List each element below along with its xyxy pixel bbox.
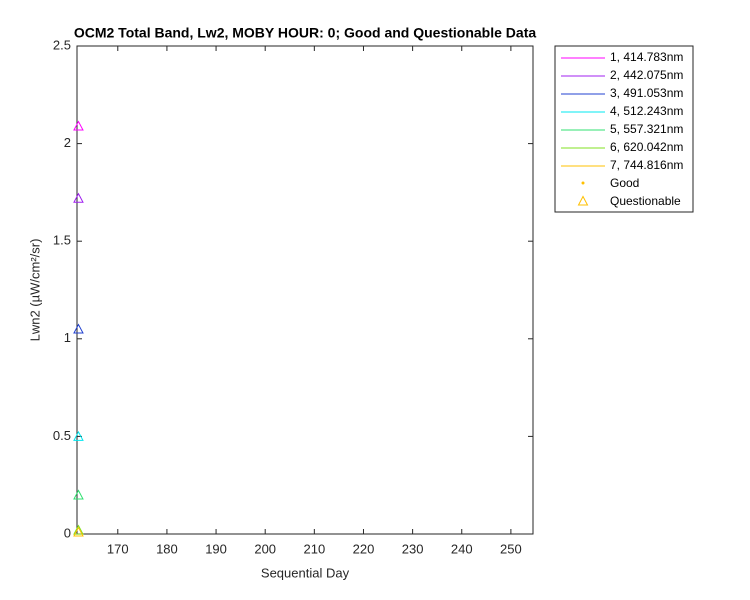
y-tick-label: 0 xyxy=(64,525,71,540)
point xyxy=(73,430,84,441)
x-tick-label: 170 xyxy=(107,541,129,556)
y-tick-label: 1 xyxy=(64,330,71,345)
x-tick-label: 230 xyxy=(402,541,424,556)
legend-label: 7, 744.816nm xyxy=(610,158,683,172)
point xyxy=(73,489,84,500)
x-tick-label: 220 xyxy=(353,541,375,556)
legend-label: 1, 414.783nm xyxy=(610,50,683,64)
legend-label: 2, 442.075nm xyxy=(610,68,683,82)
x-axis-label: Sequential Day xyxy=(261,565,350,580)
y-tick-label: 1.5 xyxy=(53,233,71,248)
x-tick-label: 250 xyxy=(500,541,522,556)
legend-label: 6, 620.042nm xyxy=(610,140,683,154)
x-tick-label: 190 xyxy=(205,541,227,556)
axes-box xyxy=(76,45,534,535)
legend-label: 3, 491.053nm xyxy=(610,86,683,100)
legend-label: Questionable xyxy=(610,194,681,208)
legend-label: 5, 557.321nm xyxy=(610,122,683,136)
legend-box xyxy=(554,45,694,213)
y-tick-label: 0.5 xyxy=(53,428,71,443)
legend-marker xyxy=(581,181,585,185)
x-tick-label: 240 xyxy=(451,541,473,556)
x-tick-label: 200 xyxy=(254,541,276,556)
point xyxy=(73,192,84,203)
x-tick-label: 210 xyxy=(303,541,325,556)
x-tick-label: 180 xyxy=(156,541,178,556)
y-axis-label: Lwn2 (µW/cm²/sr) xyxy=(27,239,42,342)
legend-label: Good xyxy=(610,176,639,190)
y-tick-label: 2 xyxy=(64,135,71,150)
y-tick-label: 2.5 xyxy=(53,37,71,52)
legend-label: 4, 512.243nm xyxy=(610,104,683,118)
point xyxy=(73,323,84,334)
point xyxy=(73,526,84,537)
chart-title: OCM2 Total Band, Lw2, MOBY HOUR: 0; Good… xyxy=(74,25,537,41)
point xyxy=(73,120,84,131)
point xyxy=(73,524,84,535)
legend-marker xyxy=(577,195,589,206)
